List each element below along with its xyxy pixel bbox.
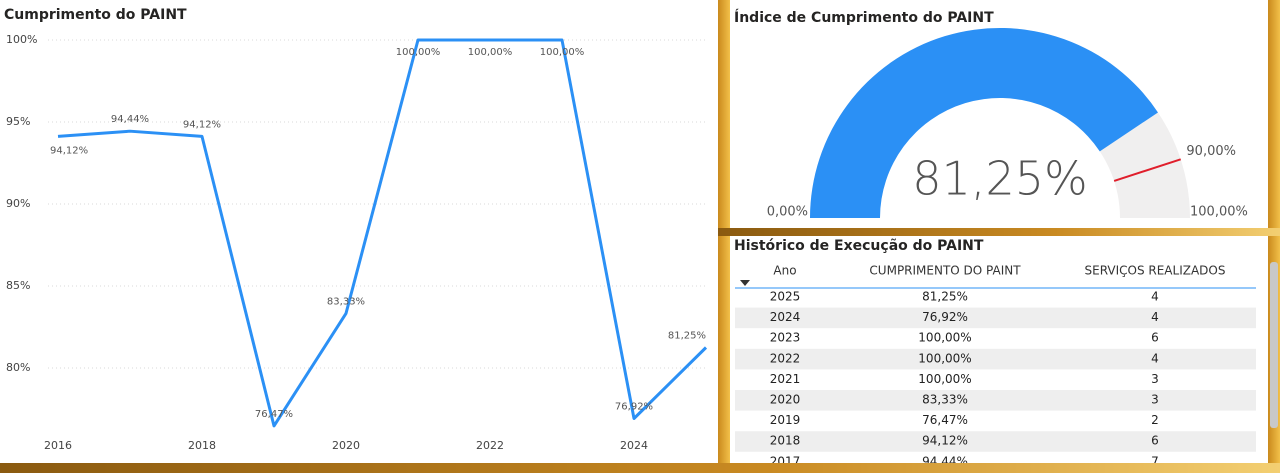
panel-border bbox=[718, 228, 1280, 236]
gauge-min-label: 0,00% bbox=[767, 205, 808, 220]
table-cell: 81,25% bbox=[922, 290, 968, 304]
line-series bbox=[57, 38, 708, 428]
table-cell: 76,47% bbox=[922, 413, 968, 427]
row-band bbox=[735, 431, 1256, 452]
data-label: 100,00% bbox=[396, 47, 441, 58]
gauge-target bbox=[1113, 158, 1182, 182]
row-band bbox=[735, 348, 1256, 370]
panel-border bbox=[718, 0, 730, 473]
gauge-value-label: 81,25% bbox=[912, 152, 1087, 206]
x-tick-label: 2022 bbox=[476, 439, 504, 452]
y-tick-label: 90% bbox=[6, 197, 30, 210]
chart-title: Cumprimento do PAINT bbox=[4, 7, 187, 23]
table-cell: 4 bbox=[1151, 290, 1159, 304]
scrollbar[interactable] bbox=[1270, 262, 1278, 428]
gauge-max-label: 100,00% bbox=[1190, 205, 1248, 220]
row-band bbox=[735, 390, 1256, 411]
y-tick-label: 80% bbox=[6, 361, 30, 374]
table-cell: 2024 bbox=[770, 310, 801, 324]
table-cell: 100,00% bbox=[918, 351, 971, 365]
x-tick-label: 2024 bbox=[620, 439, 648, 452]
row-band bbox=[735, 307, 1256, 329]
data-label: 81,25% bbox=[668, 331, 706, 342]
table-cell: 2017 bbox=[770, 454, 801, 468]
x-tick-label: 2016 bbox=[44, 439, 72, 452]
table-cell: 2020 bbox=[770, 393, 801, 407]
gauge-title: Índice de Cumprimento do PAINT bbox=[734, 9, 994, 26]
gauge-value bbox=[810, 27, 1158, 218]
table-cell: 7 bbox=[1151, 454, 1159, 468]
data-label: 94,12% bbox=[183, 119, 221, 130]
table-cell: 4 bbox=[1151, 310, 1159, 324]
y-tick-label: 100% bbox=[6, 33, 37, 46]
table-cell: 4 bbox=[1151, 351, 1159, 365]
table-cell: 100,00% bbox=[918, 372, 971, 386]
panel-border bbox=[0, 463, 1280, 473]
column-header: Ano bbox=[773, 264, 796, 278]
table-cell: 2025 bbox=[770, 290, 801, 304]
data-label: 100,00% bbox=[468, 47, 513, 58]
column-header: SERVIÇOS REALIZADOS bbox=[1085, 264, 1226, 278]
data-label: 83,33% bbox=[327, 296, 365, 307]
table-cell: 6 bbox=[1151, 331, 1159, 345]
table-cell: 76,92% bbox=[922, 310, 968, 324]
table-cell: 3 bbox=[1151, 372, 1159, 386]
x-tick-label: 2018 bbox=[188, 439, 216, 452]
table-cell: 6 bbox=[1151, 434, 1159, 448]
table-cell: 2 bbox=[1151, 413, 1159, 427]
data-label: 76,92% bbox=[615, 402, 653, 413]
table-cell: 83,33% bbox=[922, 393, 968, 407]
table-cell: 2018 bbox=[770, 434, 801, 448]
data-label: 100,00% bbox=[540, 47, 585, 58]
y-tick-label: 85% bbox=[6, 279, 30, 292]
table-cell: 94,12% bbox=[922, 434, 968, 448]
table-cell: 94,44% bbox=[922, 454, 968, 468]
table-title: Histórico de Execução do PAINT bbox=[734, 238, 984, 254]
column-header: CUMPRIMENTO DO PAINT bbox=[869, 264, 1021, 278]
table-cell: 2023 bbox=[770, 331, 801, 345]
table: Ano CUMPRIMENTO DO PAINT SERVIÇOS REALIZAD… bbox=[735, 264, 1256, 468]
table-cell: 2021 bbox=[770, 372, 801, 386]
data-label: 94,12% bbox=[50, 145, 88, 156]
sort-icon[interactable] bbox=[740, 280, 750, 286]
table-cell: 100,00% bbox=[918, 331, 971, 345]
table-cell: 2019 bbox=[770, 413, 801, 427]
data-label: 76,47% bbox=[255, 409, 293, 420]
x-tick-label: 2020 bbox=[332, 439, 360, 452]
table-cell: 2022 bbox=[770, 351, 801, 365]
data-label: 94,44% bbox=[111, 114, 149, 125]
table-cell: 3 bbox=[1151, 393, 1159, 407]
gauge-target-label: 90,00% bbox=[1186, 144, 1236, 159]
y-tick-label: 95% bbox=[6, 115, 30, 128]
